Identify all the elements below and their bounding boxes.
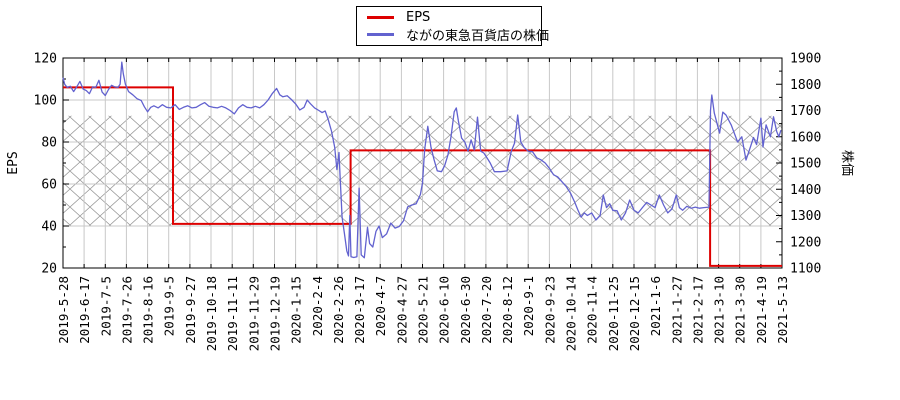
x-tick-label: 2020-4-7 [373, 276, 388, 336]
x-tick-label: 2020-8-12 [500, 276, 515, 344]
eps-axis-title: EPS [6, 151, 21, 174]
price-line-swatch-icon [367, 33, 394, 36]
legend-item-eps: EPS [357, 9, 541, 26]
legend-item-price: ながの東急百貨店の株価 [357, 26, 549, 44]
eps-tick-label: 60 [41, 178, 57, 193]
eps-tick-label: 20 [41, 262, 57, 277]
x-tick-label: 2021-1-6 [648, 276, 663, 336]
x-tick-label: 2020-6-30 [458, 276, 473, 344]
legend-label-price: ながの東急百貨店の株価 [406, 29, 550, 44]
legend-label-eps: EPS [406, 10, 431, 25]
x-tick-label: 2019-11-11 [225, 276, 240, 351]
price-tick-label: 1600 [790, 130, 821, 145]
price-tick-label: 1500 [790, 157, 821, 172]
x-tick-label: 2020-9-23 [542, 276, 557, 344]
x-tick-label: 2020-10-14 [564, 276, 579, 351]
x-tick-label: 2020-3-17 [352, 276, 367, 344]
x-tick-label: 2019-5-28 [56, 276, 71, 344]
price-axis-title: 株価 [839, 150, 854, 176]
x-tick-label: 2021-3-30 [733, 276, 748, 344]
price-tick-label: 1900 [790, 52, 821, 67]
x-tick-label: 2020-5-21 [416, 276, 431, 344]
price-tick-label: 1100 [790, 262, 821, 277]
x-tick-label: 2020-6-10 [437, 276, 452, 344]
x-tick-label: 2020-4-27 [394, 276, 409, 344]
x-tick-label: 2020-12-15 [627, 276, 642, 351]
x-tick-label: 2021-4-19 [754, 276, 769, 344]
eps-tick-label: 100 [34, 94, 57, 109]
eps-tick-label: 40 [41, 220, 57, 235]
x-tick-label: 2019-7-26 [119, 276, 134, 344]
price-tick-label: 1300 [790, 209, 821, 224]
stock-price-line [62, 61, 782, 259]
x-tick-label: 2020-2-26 [331, 276, 346, 344]
price-tick-label: 1700 [790, 104, 821, 119]
price-tick-label: 1400 [790, 183, 821, 198]
price-tick-label: 1800 [790, 78, 821, 93]
x-tick-label: 2019-9-5 [162, 276, 177, 336]
x-tick-label: 2021-5-13 [775, 276, 790, 344]
x-tick-label: 2019-12-19 [268, 276, 283, 351]
eps-tick-label: 80 [41, 136, 57, 151]
x-tick-label: 2021-1-27 [669, 276, 684, 344]
legend: EPS ながの東急百貨店の株価 [356, 6, 549, 46]
x-tick-label: 2020-9-1 [521, 276, 536, 336]
eps-line-swatch-icon [367, 16, 394, 19]
x-tick-label: 2019-11-29 [246, 276, 261, 351]
eps-tick-label: 120 [34, 52, 57, 67]
x-tick-label: 2021-3-10 [712, 276, 727, 344]
x-tick-label: 2020-2-4 [310, 276, 325, 336]
eps-step-line [63, 86, 782, 267]
x-tick-label: 2021-2-17 [690, 276, 705, 344]
x-tick-label: 2019-9-27 [183, 276, 198, 344]
x-tick-label: 2020-11-25 [606, 276, 621, 351]
plot-border [62, 57, 783, 269]
price-tick-label: 1200 [790, 235, 821, 250]
x-tick-label: 2019-8-16 [141, 276, 156, 344]
x-tick-label: 2019-7-5 [98, 276, 113, 336]
x-tick-label: 2019-10-18 [204, 276, 219, 351]
x-tick-label: 2020-1-15 [289, 276, 304, 344]
x-tick-label: 2019-6-17 [77, 276, 92, 344]
x-tick-label: 2020-7-20 [479, 276, 494, 344]
x-tick-label: 2020-11-4 [585, 276, 600, 344]
